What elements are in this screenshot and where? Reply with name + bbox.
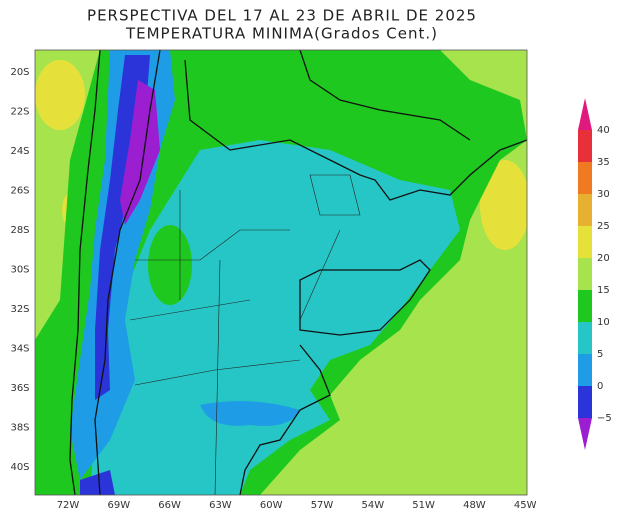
lat-label: 34S — [10, 344, 29, 355]
colorbar-segment — [578, 418, 592, 450]
colorbar-segment — [578, 98, 592, 130]
lon-label: 57W — [311, 500, 334, 511]
lon-label: 48W — [463, 500, 486, 511]
colorbar-label: 20 — [597, 253, 610, 264]
lon-label: 63W — [209, 500, 232, 511]
lon-label: 66W — [158, 500, 181, 511]
subtitle: TEMPERATURA MINIMA(Grados Cent.) — [125, 25, 438, 43]
colorbar-segment — [578, 290, 592, 322]
colorbar-label: 35 — [597, 157, 610, 168]
lat-label: 20S — [10, 67, 29, 78]
colorbar-label: 10 — [597, 317, 610, 328]
colorbar-label: 30 — [597, 189, 610, 200]
colorbar-segment — [578, 194, 592, 226]
lon-label: 69W — [107, 500, 130, 511]
map — [35, 50, 527, 495]
lon-label: 72W — [57, 500, 80, 511]
colorbar-label: 40 — [597, 125, 610, 136]
lat-label: 40S — [10, 462, 29, 473]
title: PERSPECTIVA DEL 17 AL 23 DE ABRIL DE 202… — [87, 7, 477, 25]
lat-label: 30S — [10, 265, 29, 276]
lon-label: 54W — [361, 500, 384, 511]
lon-label: 45W — [514, 500, 537, 511]
colorbar-segment — [578, 162, 592, 194]
colorbar-segment — [578, 386, 592, 418]
colorbar-segment — [578, 354, 592, 386]
colorbar-label: 5 — [597, 349, 603, 360]
map-frame — [34, 49, 528, 496]
lat-label: 36S — [10, 383, 29, 394]
lat-label: 38S — [10, 423, 29, 434]
colorbar-segment — [578, 226, 592, 258]
lon-label: 51W — [412, 500, 435, 511]
lat-label: 28S — [10, 225, 29, 236]
colorbar-label: 0 — [597, 381, 603, 392]
colorbar-segment — [578, 322, 592, 354]
colorbar-label: −5 — [597, 413, 612, 424]
colorbar-label: 25 — [597, 221, 610, 232]
lat-label: 32S — [10, 304, 29, 315]
colorbar-label: 15 — [597, 285, 610, 296]
colorbar-segment — [578, 258, 592, 290]
lat-label: 24S — [10, 146, 29, 157]
lon-label: 60W — [260, 500, 283, 511]
lat-label: 26S — [10, 186, 29, 197]
lat-label: 22S — [10, 107, 29, 118]
colorbar-segment — [578, 130, 592, 162]
